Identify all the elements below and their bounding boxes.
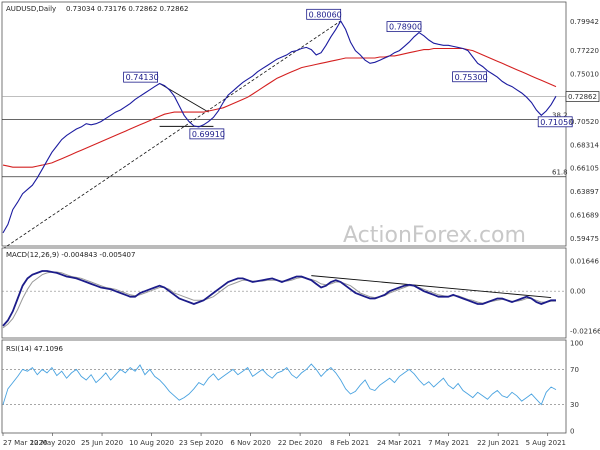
price-panel-title: AUDUSD,Daily (6, 5, 56, 13)
price-level-label: 0.74130 (126, 73, 159, 82)
rsi-y-tick-label: 100 (570, 340, 583, 348)
x-axis-tick-label: 22 Jun 2021 (477, 439, 519, 447)
rsi-y-tick-label: 0 (570, 428, 574, 436)
macd-panel-frame (1, 247, 567, 339)
x-axis-tick-label: 22 Dec 2020 (278, 439, 323, 447)
price-y-tick-label: 0.68314 (570, 141, 599, 149)
price-ohlc-text: 0.73034 0.73176 0.72862 0.72862 (66, 5, 188, 13)
macd-y-tick-label: -0.021665 (570, 327, 600, 335)
price-level-box (452, 71, 487, 83)
fib-level-label: 38.2 (552, 111, 568, 119)
x-axis-tick-label: 6 Nov 2020 (230, 439, 270, 447)
macd-panel: MACD(12,26,9) -0.004843 -0.005407 0.0164… (1, 247, 600, 339)
price-level-label: 0.75300 (455, 73, 488, 82)
macd-y-tick-label: 0.01646 (570, 258, 599, 266)
price-y-tick-label: 0.79942 (570, 18, 599, 26)
price-panel: AUDUSD,Daily 0.73034 0.73176 0.72862 0.7… (1, 1, 600, 250)
last-price-box (565, 91, 600, 102)
price-level-label: 0.80060 (309, 10, 342, 19)
price-line (2, 19, 557, 234)
macd-trend-line (311, 275, 552, 299)
rsi-panel-frame (1, 339, 567, 434)
price-y-tick-label: 0.59475 (570, 235, 599, 243)
x-axis-tick-label: 23 Sep 2020 (179, 439, 223, 447)
last-price-label: 0.72862 (568, 93, 597, 101)
price-level-box (189, 128, 225, 140)
price-y-tick-label: 0.70520 (570, 118, 599, 126)
macd-line (2, 270, 556, 327)
price-y-tick-label: 0.66105 (570, 165, 599, 173)
rsi-panel: RSI(14) 47.1096 100 70 30 0 (1, 339, 583, 436)
x-axis-tick-label: 5 Aug 2021 (526, 439, 566, 447)
price-level-label: 0.69910 (192, 130, 225, 139)
x-axis-tick-label: 10 Aug 2020 (129, 439, 174, 447)
price-y-tick-label: 0.77220 (570, 47, 599, 55)
price-level-box (386, 21, 422, 33)
x-axis-tick-label: 25 Jun 2020 (81, 439, 123, 447)
price-level-label: 0.71050 (540, 118, 573, 127)
rsi-y-tick-label: 30 (570, 401, 579, 409)
price-y-tick-label: 0.75010 (570, 70, 599, 78)
macd-panel-title: MACD(12,26,9) -0.004843 -0.005407 (6, 251, 135, 259)
x-axis-tick-label: 7 May 2021 (428, 439, 469, 447)
x-axis-tick-label: 8 Feb 2021 (330, 439, 369, 447)
rsi-panel-title: RSI(14) 47.1096 (6, 345, 63, 353)
rsi-line (2, 363, 557, 406)
x-axis-tick-label: 12 May 2020 (30, 439, 76, 447)
price-level-box (123, 71, 159, 83)
price-level-label: 0.78900 (389, 23, 422, 32)
rsi-y-tick-label: 70 (570, 366, 579, 374)
price-level-box (537, 116, 573, 128)
price-y-tick-label: 0.63897 (570, 188, 599, 196)
x-axis-tick-label: 24 Mar 2021 (377, 439, 421, 447)
price-y-tick-label: 0.61689 (570, 211, 599, 219)
x-axis-tick-label: 27 Mar 2020 (3, 439, 47, 447)
trend-line-dashed (2, 20, 341, 250)
watermark: ActionForex.com (343, 223, 526, 248)
macd-y-tick-label: 0.00 (570, 288, 586, 296)
price-level-box (306, 8, 342, 20)
fib-level-label: 61.8 (552, 169, 568, 177)
